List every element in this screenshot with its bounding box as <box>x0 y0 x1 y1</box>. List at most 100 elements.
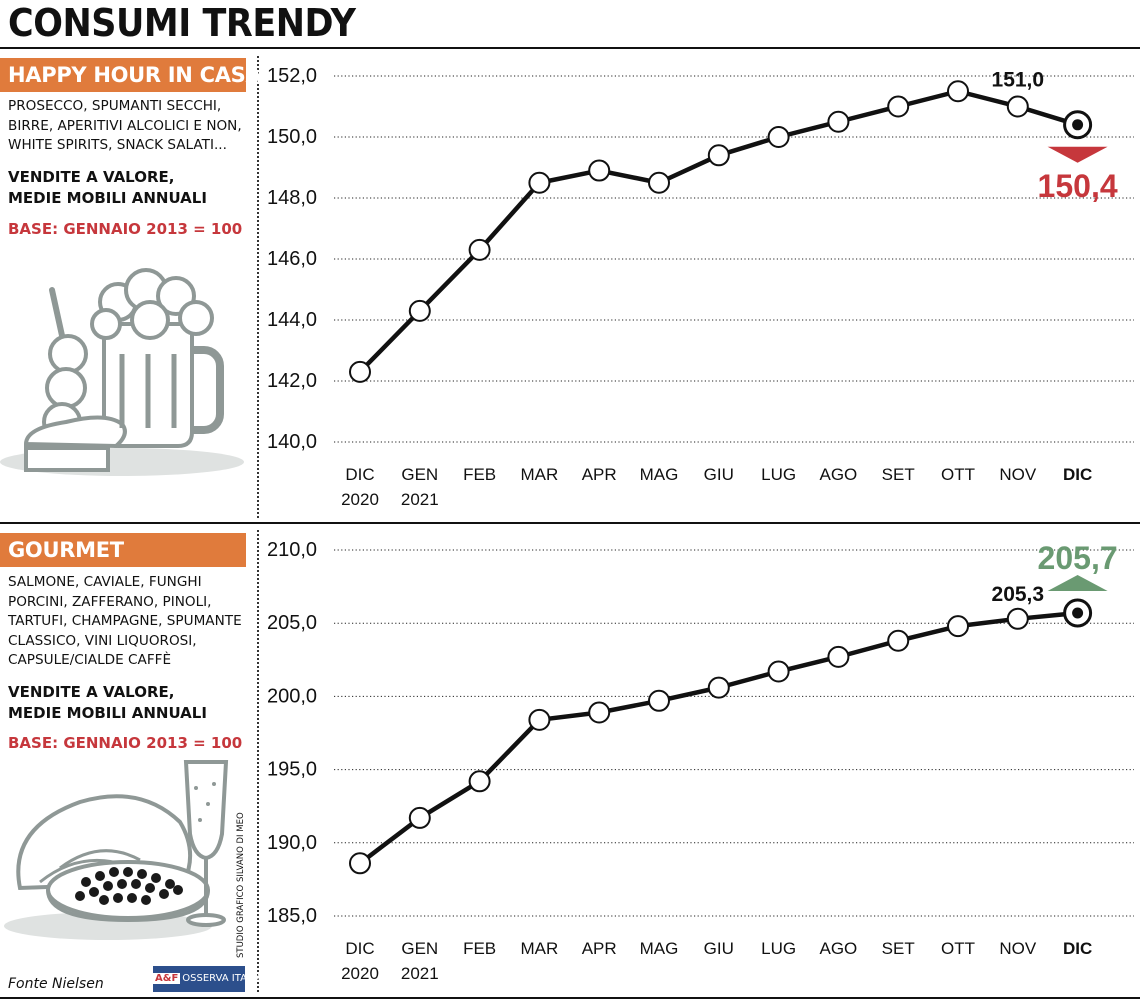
y-tick-label: 148,0 <box>267 187 317 209</box>
x-tick-label: 2020 <box>341 964 379 983</box>
data-point <box>1006 607 1029 630</box>
series-line <box>358 89 1079 374</box>
x-tick-label: LUG <box>761 465 796 484</box>
panel-divider <box>0 522 1140 524</box>
arrow-down-icon <box>1047 146 1108 163</box>
y-tick-label: 205,0 <box>267 612 317 634</box>
vertical-separator <box>257 530 259 992</box>
x-tick-label: FEB <box>463 939 496 958</box>
description-line: CLASSICO, VINI LIQUOROSI, <box>8 632 197 649</box>
chart-gourmet: 185,0 190,0 195,0 200,0 205,0 210,0 DIC 2020 GEN… <box>267 539 1134 983</box>
x-tick-label: GEN <box>401 465 438 484</box>
design-credit: STUDIO GRAFICO SILVANO DI MEO <box>236 812 246 958</box>
section-description: SALMONE, CAVIALE, FUNGHI PORCINI, ZAFFER… <box>8 573 253 671</box>
data-point-final-dot <box>1072 119 1084 131</box>
description-line: CAPSULE/CIALDE CAFFÈ <box>8 652 172 668</box>
data-point <box>468 238 491 261</box>
y-tick-label: 146,0 <box>267 248 317 270</box>
title-rule <box>0 47 1140 49</box>
y-tick-label: 195,0 <box>267 759 317 781</box>
x-tick-label: APR <box>582 465 617 484</box>
data-point <box>827 645 850 668</box>
x-tick-label: GIU <box>704 465 734 484</box>
data-label-final: 205,7 <box>1038 540 1118 576</box>
data-point <box>947 80 969 103</box>
data-point <box>588 159 611 182</box>
data-point <box>1006 95 1029 118</box>
description-line: SALMONE, CAVIALE, FUNGHI <box>8 574 202 590</box>
x-tick-label: MAR <box>521 465 559 484</box>
data-point <box>887 95 910 118</box>
data-point <box>827 110 850 133</box>
logo-text: OSSERVA ITALIA <box>182 973 263 984</box>
measure-line: VENDITE A VALORE, <box>8 683 175 701</box>
description-line: PORCINI, ZAFFERANO, PINOLI, <box>8 593 212 610</box>
x-tick-label: 2020 <box>341 490 379 509</box>
data-label: 205,3 <box>992 583 1045 606</box>
x-tick-label: DIC <box>1063 465 1092 484</box>
y-tick-label: 210,0 <box>267 539 317 561</box>
series-line <box>358 610 1078 866</box>
x-tick-label: LUG <box>761 939 796 958</box>
x-tick-label: DIC <box>345 939 374 958</box>
x-tick-label: APR <box>582 939 617 958</box>
x-tick-label: NOV <box>999 939 1037 958</box>
data-point <box>349 852 371 875</box>
measure-line: MEDIE MOBILI ANNUALI <box>8 189 207 207</box>
y-tick-label: 144,0 <box>267 309 317 331</box>
x-tick-label: SET <box>882 465 915 484</box>
measure-line: MEDIE MOBILI ANNUALI <box>8 704 207 722</box>
data-point <box>767 660 790 683</box>
y-tick-label: 142,0 <box>267 370 317 392</box>
chart-happy-hour: 140,0 142,0 144,0 146,0 148,0 150,0 152,0 DIC 20… <box>267 65 1134 509</box>
measure-label: VENDITE A VALORE, MEDIE MOBILI ANNUALI <box>8 167 253 209</box>
x-tick-label: MAG <box>640 939 679 958</box>
x-tick-label: DIC <box>345 465 374 484</box>
description-line: WHITE SPIRITS, SNACK SALATI... <box>8 137 227 153</box>
data-point-final-dot <box>1072 607 1084 619</box>
base-label: BASE: GENNAIO 2013 = 100 <box>8 220 243 238</box>
description-line: TARTUFI, CHAMPAGNE, SPUMANTE <box>8 613 242 629</box>
x-tick-label: AGO <box>820 465 858 484</box>
x-tick-label: AGO <box>820 939 858 958</box>
x-tick-label: 2021 <box>401 490 439 509</box>
section-title-gourmet: GOURMET <box>0 533 246 567</box>
data-point <box>588 701 611 724</box>
section-description: PROSECCO, SPUMANTI SECCHI, BIRRE, APERIT… <box>8 97 253 156</box>
data-point <box>648 689 670 712</box>
x-tick-label: OTT <box>941 465 975 484</box>
x-tick-label: OTT <box>941 939 975 958</box>
base-label: BASE: GENNAIO 2013 = 100 <box>8 734 243 752</box>
logo-mark: A&F <box>153 973 181 984</box>
data-point <box>648 171 670 194</box>
measure-label: VENDITE A VALORE, MEDIE MOBILI ANNUALI <box>8 682 253 724</box>
page-title: CONSUMI TRENDY <box>8 1 356 45</box>
data-point <box>887 629 910 652</box>
x-tick-label: SET <box>882 939 915 958</box>
data-point <box>528 171 551 194</box>
x-tick-label: GIU <box>704 939 734 958</box>
data-point <box>767 126 790 148</box>
data-point <box>947 615 969 638</box>
description-line: BIRRE, APERITIVI ALCOLICI E NON, <box>8 117 242 134</box>
y-tick-label: 190,0 <box>267 832 317 854</box>
y-tick-label: 200,0 <box>267 685 317 707</box>
x-tick-label: GEN <box>401 939 438 958</box>
data-point <box>528 708 551 731</box>
measure-line: VENDITE A VALORE, <box>8 168 175 186</box>
y-tick-label: 185,0 <box>267 905 317 927</box>
data-point <box>349 360 371 383</box>
data-point <box>468 770 491 793</box>
x-tick-label: DIC <box>1063 939 1092 958</box>
arrow-up-icon <box>1047 574 1108 591</box>
data-point <box>707 676 730 699</box>
y-tick-label: 152,0 <box>267 65 317 87</box>
section-title-happy-hour: HAPPY HOUR IN CASA <box>0 58 262 92</box>
bottom-rule <box>0 997 1140 999</box>
source-note: Fonte Nielsen <box>8 976 104 992</box>
salmon-caviar-champagne-illustration <box>4 760 229 940</box>
x-tick-label: 2021 <box>401 964 439 983</box>
x-tick-label: NOV <box>999 465 1037 484</box>
y-tick-label: 140,0 <box>267 431 317 453</box>
beer-snack-illustration <box>0 268 244 476</box>
